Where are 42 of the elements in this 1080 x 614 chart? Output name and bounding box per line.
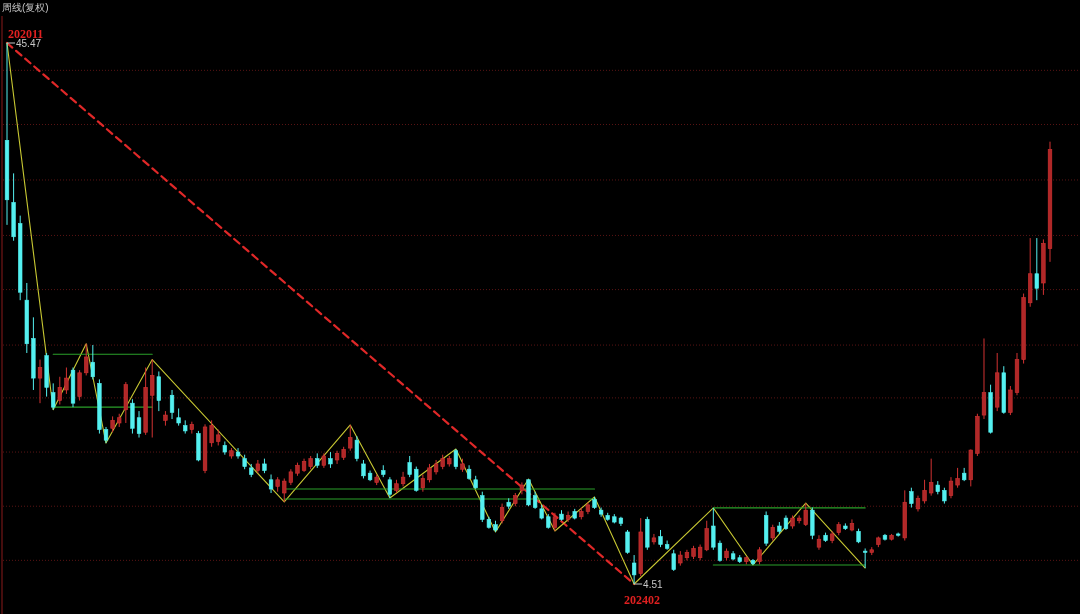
candlestick (84, 343, 89, 376)
candlestick (387, 476, 392, 499)
candlestick (64, 367, 69, 395)
annotation: 45.47 (16, 38, 42, 49)
text: 202011 (8, 27, 44, 41)
candlestick (922, 479, 927, 505)
candlestick (414, 466, 419, 493)
candlestick (909, 487, 914, 509)
candlestick (77, 369, 82, 402)
candlestick (499, 503, 505, 524)
candlestick (235, 447, 241, 460)
candlestick (671, 549, 676, 572)
candlestick (361, 459, 366, 479)
candlestick (348, 424, 353, 452)
candlestick (948, 476, 954, 499)
candlestick (863, 547, 868, 569)
candlestick (453, 448, 458, 470)
candlestick (57, 376, 62, 405)
candlestick (169, 389, 175, 420)
candlestick (651, 533, 657, 546)
candlestick (565, 510, 571, 523)
candlestick (51, 382, 56, 411)
candlestick (150, 359, 155, 439)
candlestick (136, 410, 142, 439)
candlestick (632, 554, 637, 585)
candlestick (625, 529, 630, 555)
annotation: 4.51 (643, 579, 664, 590)
candlestick (1034, 237, 1039, 301)
candlestick (981, 337, 987, 420)
candlestick (37, 359, 43, 404)
candlestick (156, 370, 161, 412)
text: 202402 (624, 593, 661, 607)
candlestick (1008, 385, 1013, 416)
candlestick (955, 467, 960, 489)
candlestick (268, 474, 274, 494)
candlestick (407, 455, 412, 478)
candlestick (90, 344, 95, 380)
candlestick (552, 512, 558, 532)
candlestick (929, 458, 934, 497)
chart-title: 周线(复权) (2, 2, 49, 13)
candlestick (427, 463, 432, 483)
candlestick (354, 435, 359, 462)
